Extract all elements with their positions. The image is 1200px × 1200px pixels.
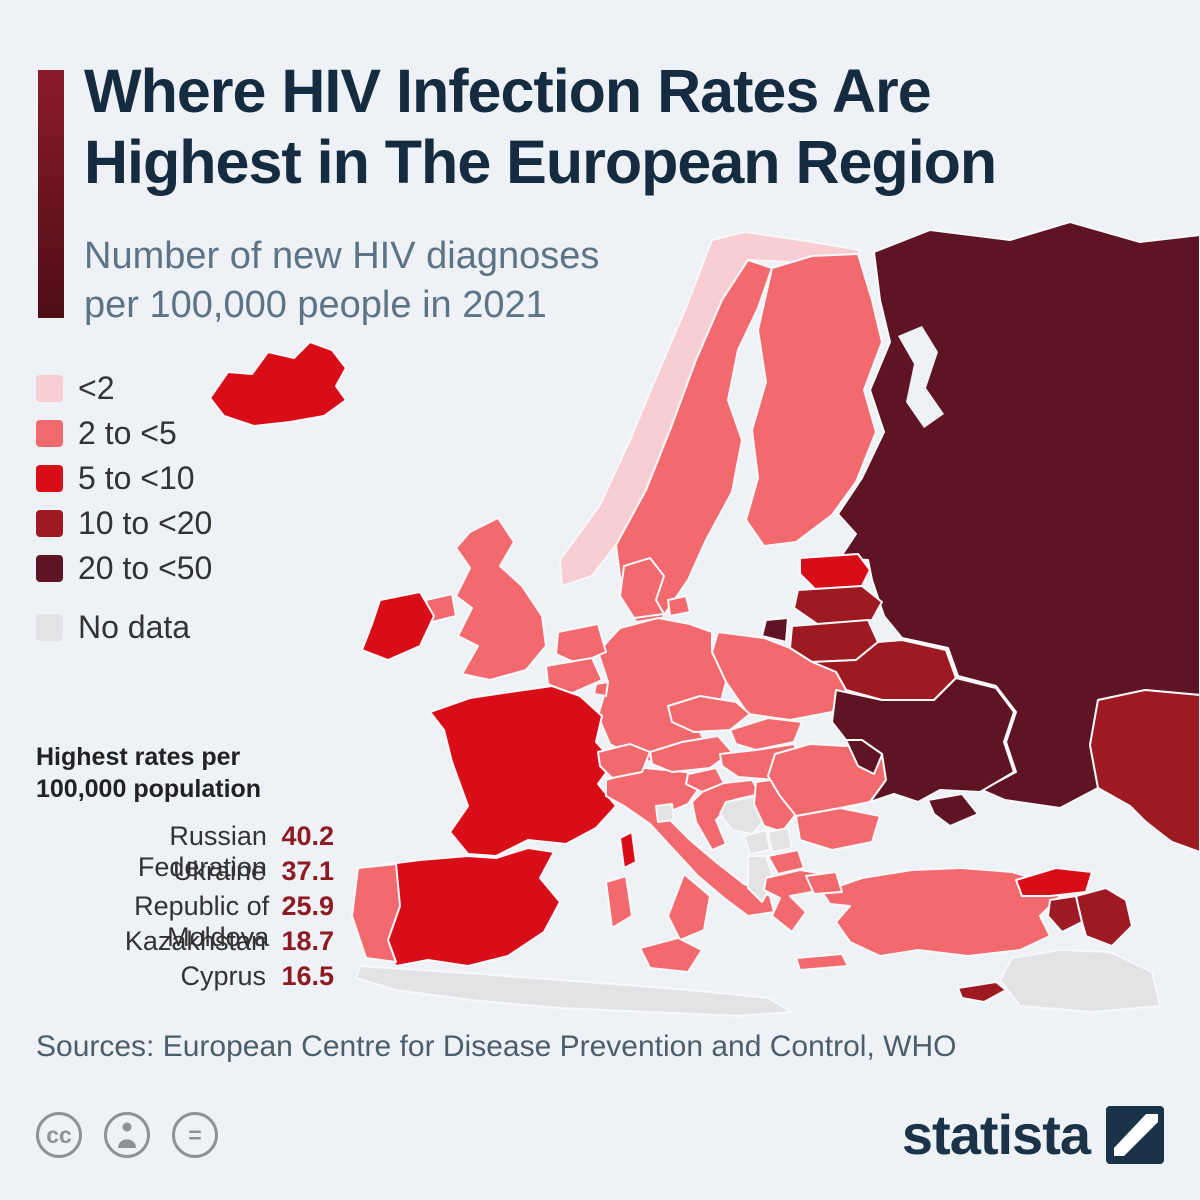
license-icons: cc = (36, 1112, 218, 1158)
rates-heading: Highest rates per 100,000 population (36, 742, 334, 805)
page-subtitle: Number of new HIV diagnoses per 100,000 … (84, 232, 599, 329)
legend-item: 10 to <20 (36, 501, 212, 546)
rates-country: Ukraine (172, 856, 266, 886)
subtitle-line1: Number of new HIV diagnoses (84, 235, 600, 277)
subtitle-line2: per 100,000 people in 2021 (84, 283, 547, 326)
map-country-netherlands (555, 623, 607, 665)
legend-swatch (36, 375, 63, 402)
map-country-montenegro (743, 829, 771, 855)
title-line1: Where HIV Infection Rates Are (84, 57, 932, 125)
map-country-iceland (209, 341, 347, 427)
map-country-denmark-islands (667, 595, 691, 617)
map-country-croatia (691, 779, 761, 851)
map-country-georgia (1015, 867, 1093, 897)
legend-label: 10 to <20 (78, 505, 213, 541)
map-region-calabria (667, 873, 711, 941)
map-country-ireland (361, 591, 435, 661)
map-country-cyprus (957, 981, 1007, 1003)
rates-heading-line1: Highest rates per (36, 743, 241, 771)
legend-label: <2 (78, 370, 115, 406)
map-country-san-marino (655, 803, 675, 823)
map-country-turkey (821, 867, 1061, 957)
legend-label: No data (78, 609, 191, 645)
legend-swatch (36, 555, 63, 582)
map-country-latvia (793, 585, 883, 627)
rates-value: 25.9 (281, 891, 334, 921)
legend-item: 20 to <50 (36, 546, 212, 591)
map-region-north-africa (355, 965, 793, 1017)
map-country-switzerland (597, 743, 651, 779)
map-region-corsica (619, 831, 637, 869)
cc-icon: cc (36, 1112, 82, 1158)
rates-value: 40.2 (281, 821, 334, 851)
attribution-person-icon (104, 1112, 150, 1158)
rates-value: 37.1 (281, 856, 334, 886)
legend-swatch (36, 510, 63, 537)
legend: <2 2 to <5 5 to <10 10 to <20 20 to <50 … (36, 366, 212, 650)
map-country-armenia (1047, 895, 1083, 933)
legend-swatch (36, 465, 63, 492)
statista-wordmark: statista (901, 1103, 1091, 1166)
highest-rates-panel: Highest rates per 100,000 population Rus… (36, 742, 334, 996)
rates-row: Kazakhstan 18.7 (36, 926, 334, 961)
legend-item: 2 to <5 (36, 411, 212, 456)
legend-label: 5 to <10 (78, 460, 195, 496)
legend-swatch (36, 420, 63, 447)
legend-item: <2 (36, 366, 212, 411)
rates-row: Ukraine 37.1 (36, 856, 334, 891)
statista-logo-icon (1106, 1105, 1164, 1164)
map-country-kosovo (767, 827, 793, 853)
map-country-belgium (545, 657, 603, 695)
page-title: Where HIV Infection Rates Are Highest in… (84, 56, 997, 199)
legend-label: 2 to <5 (78, 415, 177, 451)
rates-country: Republic of Moldova (134, 891, 270, 952)
legend-swatch (36, 614, 63, 641)
title-line2: Highest in The European Region (84, 128, 997, 197)
map-country-denmark (619, 557, 665, 619)
legend-label: 20 to <50 (78, 550, 213, 586)
rates-row: Cyprus 16.5 (36, 961, 334, 996)
map-country-azerbaijan (1075, 887, 1133, 947)
statista-brand: statista (902, 1102, 1164, 1167)
legend-item-no-data: No data (36, 605, 212, 650)
rates-heading-line2: 100,000 population (36, 774, 262, 803)
map-country-slovakia (729, 717, 803, 751)
map-region-middle-east (999, 949, 1161, 1013)
rates-country: Cyprus (180, 961, 266, 991)
legend-item: 5 to <10 (36, 456, 212, 501)
map-country-portugal (351, 863, 401, 963)
rates-value: 16.5 (281, 961, 334, 991)
map-country-finland (745, 253, 883, 547)
map-country-czechia (667, 695, 751, 733)
title-accent-bar (38, 70, 64, 318)
sources-text: Sources: European Centre for Disease Pre… (36, 1030, 957, 1063)
rates-row: Republic of Moldova 25.9 (36, 891, 334, 952)
equals-icon: = (172, 1112, 218, 1158)
map-country-north-macedonia (767, 849, 805, 875)
map-country-greece (763, 869, 825, 933)
caspian-sea (1130, 812, 1200, 1000)
rates-value: 18.7 (281, 926, 334, 956)
map-country-france (429, 685, 617, 857)
rates-row: Russian Federation 40.2 (36, 821, 334, 882)
map-region-sardinia (605, 875, 633, 929)
map-region-crete (795, 953, 849, 971)
map-region-sicily (639, 937, 703, 973)
rates-country: Kazakhstan (124, 926, 266, 956)
map-country-luxembourg (593, 681, 609, 697)
map-region-turkey-europe (805, 871, 843, 895)
map-country-estonia (799, 553, 871, 591)
map-region-crimea (927, 793, 979, 827)
map-country-ukraine (831, 677, 1015, 803)
map-country-united-kingdom (455, 517, 547, 681)
map-region-kaliningrad (761, 617, 789, 643)
person-glyph (118, 1122, 136, 1148)
rates-country: Russian Federation (137, 821, 267, 882)
white-sea (898, 326, 944, 428)
